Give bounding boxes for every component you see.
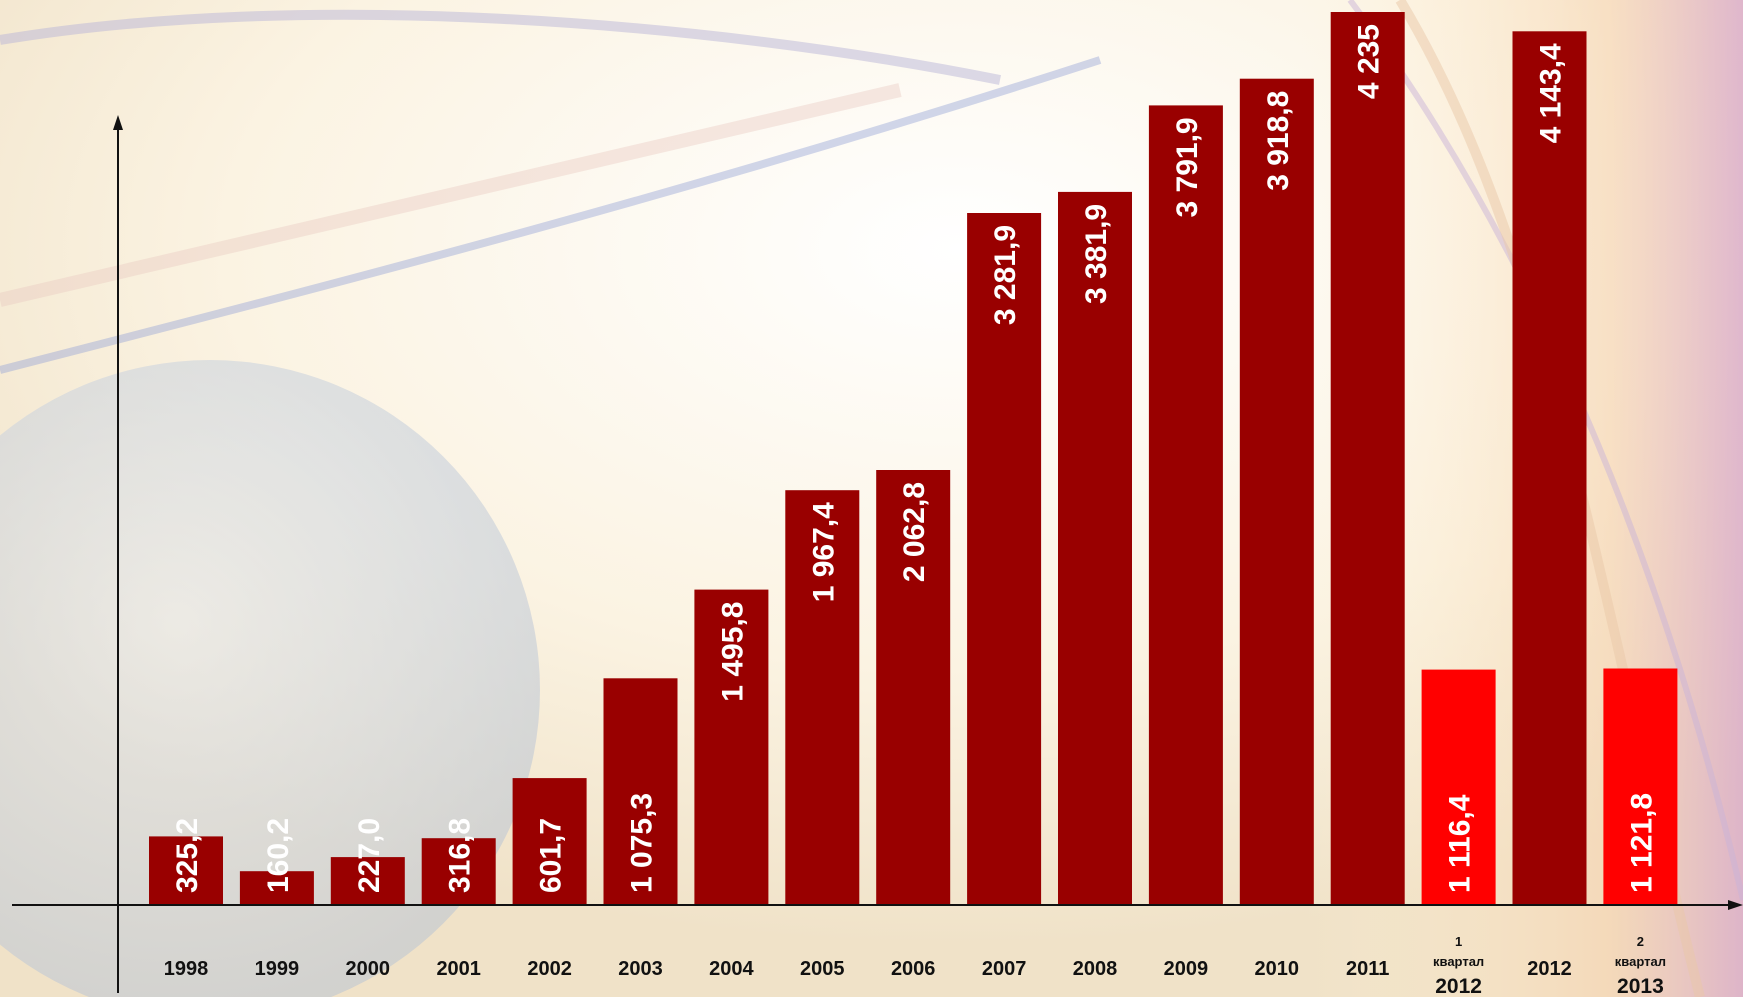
bar (1058, 191, 1132, 905)
x-tick-label: 2005 (800, 958, 845, 980)
bars-group (149, 12, 1678, 906)
data-label: 3 381,9 (1080, 204, 1113, 304)
data-label: 601,7 (535, 818, 568, 893)
x-tick-label: 2011 (1346, 958, 1389, 980)
x-tick-label: 1 квартал 2012 (1433, 934, 1484, 997)
data-label: 3 791,9 (1171, 117, 1204, 217)
data-label: 1 075,3 (626, 793, 659, 893)
x-tick-label: 2010 (1255, 958, 1300, 980)
bar (512, 778, 587, 905)
bar (1148, 105, 1223, 905)
data-label: 3 281,9 (989, 225, 1022, 325)
x-tick-label: 2 квартал 2013 (1615, 934, 1666, 997)
data-label: 1 121,8 (1625, 793, 1658, 893)
x-tick-label: 1998 (164, 958, 209, 980)
bar (1603, 668, 1678, 905)
bar (1512, 31, 1587, 906)
x-tick-label: 2003 (618, 958, 663, 980)
data-label: 316,8 (444, 818, 477, 893)
data-label: 2 062,8 (898, 482, 931, 582)
x-tick-label: 2007 (982, 958, 1027, 980)
bar (1330, 12, 1405, 905)
bar (967, 213, 1042, 905)
data-label: 227,0 (353, 818, 386, 893)
x-tick-label: 2004 (709, 958, 754, 980)
data-label: 1 495,8 (716, 602, 749, 702)
x-tick-label: 1999 (255, 958, 300, 980)
data-label: 1 967,4 (807, 502, 840, 602)
x-tick-label: 2002 (527, 958, 572, 980)
x-tick-label: 2009 (1164, 958, 1209, 980)
bar (239, 871, 314, 905)
x-tick-label: 2001 (436, 958, 481, 980)
data-label: 325,2 (171, 818, 204, 893)
bar (694, 589, 769, 905)
x-tick-labels-group: 1998 1999 2000 2001 2002 2003 2004 2005 2006 2007… (164, 934, 1666, 997)
data-label: 4 143,4 (1535, 43, 1568, 143)
bar (330, 857, 405, 905)
value-labels-group: 325,2 160,2 227,0 316,8 601,7 1 075,3 1 495,8 1… (171, 24, 1658, 893)
bar (421, 838, 496, 905)
bar (876, 470, 951, 905)
bar (785, 490, 860, 905)
x-tick-label: 2006 (891, 958, 936, 980)
data-label: 4 235 (1353, 24, 1386, 99)
y-axis-arrow (113, 115, 123, 130)
data-label: 1 116,4 (1444, 794, 1477, 893)
x-tick-label: 2000 (346, 958, 391, 980)
bar (603, 678, 678, 905)
bar (1239, 78, 1314, 905)
x-tick-label: 2012 (1527, 958, 1572, 980)
bar (149, 836, 223, 905)
bar (1421, 669, 1496, 905)
x-tick-label: 2008 (1073, 958, 1118, 980)
data-label: 160,2 (262, 818, 295, 893)
x-axis-arrow (1728, 900, 1743, 910)
data-label: 3 918,8 (1262, 91, 1295, 191)
